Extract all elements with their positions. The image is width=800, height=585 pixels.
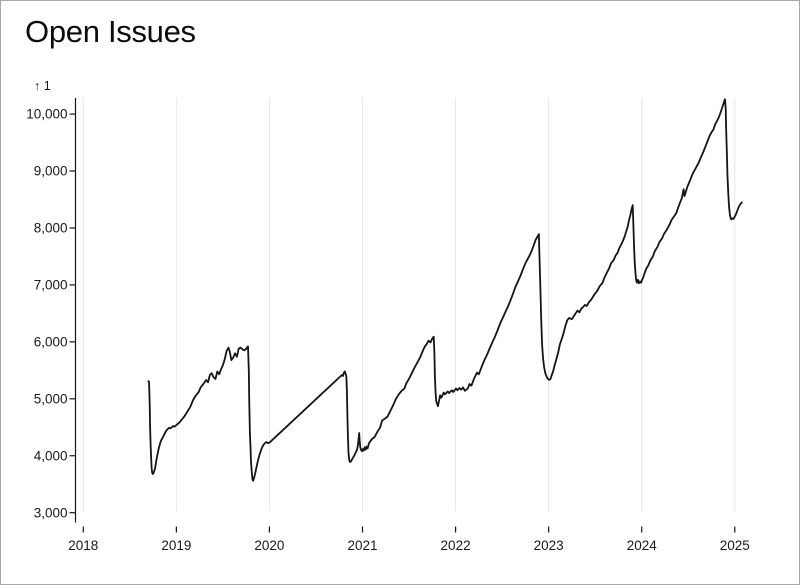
x-tick-label-2022: 2022 <box>441 538 471 553</box>
x-tick-label-2023: 2023 <box>534 538 564 553</box>
gridlines <box>82 98 736 512</box>
page-title: Open Issues <box>25 14 196 49</box>
x-tick-label-2021: 2021 <box>347 538 377 553</box>
y-tick-label-5000: 5,000 <box>34 391 68 406</box>
y-tick-label-9000: 9,000 <box>34 164 68 179</box>
y-tick-label-10000: 10,000 <box>26 107 67 122</box>
x-tick-label-2024: 2024 <box>627 538 658 553</box>
y-axis: 3,000 4,000 5,000 6,000 7,000 8,000 9,000 10,00… <box>26 98 77 523</box>
series-line-open-issues <box>147 98 743 482</box>
x-tick-label-2020: 2020 <box>254 538 284 553</box>
x-tick-label-2018: 2018 <box>68 538 98 553</box>
y-tick-label-4000: 4,000 <box>34 448 68 463</box>
x-axis: 2018 2019 2020 2021 2022 2023 2024 2025 <box>68 526 750 553</box>
y-tick-label-6000: 6,000 <box>34 334 68 349</box>
y-tick-label-7000: 7,000 <box>34 278 68 293</box>
x-tick-label-2025: 2025 <box>720 538 750 553</box>
y-tick-label-3000: 3,000 <box>34 505 68 520</box>
y-axis-label: ↑ 1 <box>34 79 51 93</box>
y-tick-label-8000: 8,000 <box>34 221 68 236</box>
x-tick-label-2019: 2019 <box>161 538 191 553</box>
